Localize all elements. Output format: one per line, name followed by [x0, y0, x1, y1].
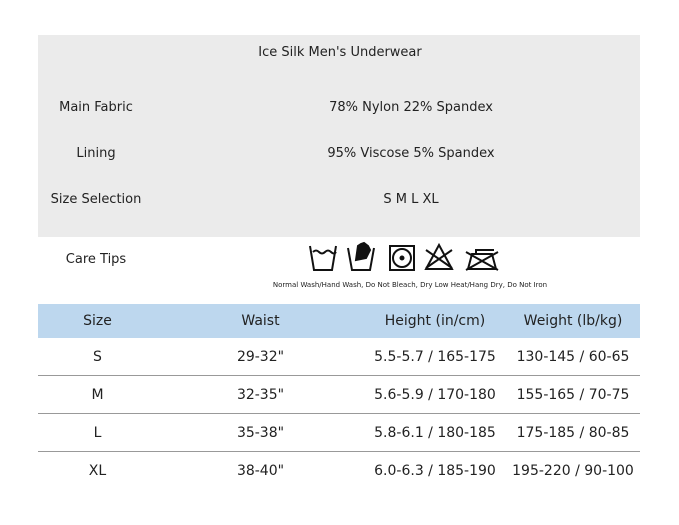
table-header-row: Size Waist Height (in/cm) Weight (lb/kg): [38, 304, 640, 338]
do-not-iron-icon: [465, 249, 499, 271]
cell: L: [38, 413, 157, 452]
tumble-dry-low-icon: [389, 245, 415, 271]
care-tips-label: Care Tips: [65, 252, 127, 267]
cell: 38-40": [157, 451, 364, 489]
spec-label: Lining: [76, 146, 116, 161]
table-row: XL 38-40" 6.0-6.3 / 185-190 195-220 / 90-10…: [38, 451, 640, 489]
spec-value: S M L XL: [383, 192, 439, 207]
spec-value: 78% Nylon 22% Spandex: [329, 100, 493, 115]
cell: 6.0-6.3 / 185-190: [364, 451, 506, 489]
cell: M: [38, 375, 157, 414]
cell: 5.6-5.9 / 170-180: [364, 375, 506, 414]
table-row: L 35-38" 5.8-6.1 / 180-185 175-185 / 80-85: [38, 413, 640, 452]
do-not-bleach-icon: [424, 242, 454, 270]
header-size: Size: [38, 304, 157, 338]
spec-panel: Ice Silk Men's Underwear Main Fabric 78%…: [38, 35, 640, 237]
care-instructions: Normal Wash/Hand Wash, Do Not Bleach, Dr…: [272, 281, 548, 289]
cell: S: [93, 348, 102, 365]
size-chart-table: Size Waist Height (in/cm) Weight (lb/kg)…: [38, 304, 640, 489]
cell: 32-35": [157, 375, 364, 414]
cell: 35-38": [157, 413, 364, 452]
cell: 175-185 / 80-85: [506, 413, 640, 452]
care-icons: [309, 241, 499, 271]
cell: 155-165 / 70-75: [506, 375, 640, 414]
hand-wash-icon: [347, 241, 375, 271]
cell: 29-32": [236, 348, 285, 365]
cell: 5.8-6.1 / 180-185: [364, 413, 506, 452]
wash-tub-icon: [309, 245, 337, 271]
header-weight: Weight (lb/kg): [506, 304, 640, 338]
cell: 195-220 / 90-100: [506, 451, 640, 489]
table-row: M 32-35" 5.6-5.9 / 170-180 155-165 / 70-75: [38, 375, 640, 414]
cell: XL: [38, 451, 157, 489]
header-waist: Waist: [157, 304, 364, 338]
spec-value: 95% Viscose 5% Spandex: [327, 146, 495, 161]
product-title: Ice Silk Men's Underwear: [258, 45, 422, 60]
spec-label: Main Fabric: [59, 100, 133, 115]
cell: 5.5-5.7 / 165-175: [374, 348, 496, 365]
cell: 130-145 / 60-65: [516, 348, 630, 365]
spec-label: Size Selection: [50, 192, 142, 207]
header-height: Height (in/cm): [364, 304, 506, 338]
table-row: S 29-32" 5.5-5.7 / 165-175 130-145 / 60-65: [38, 338, 640, 376]
